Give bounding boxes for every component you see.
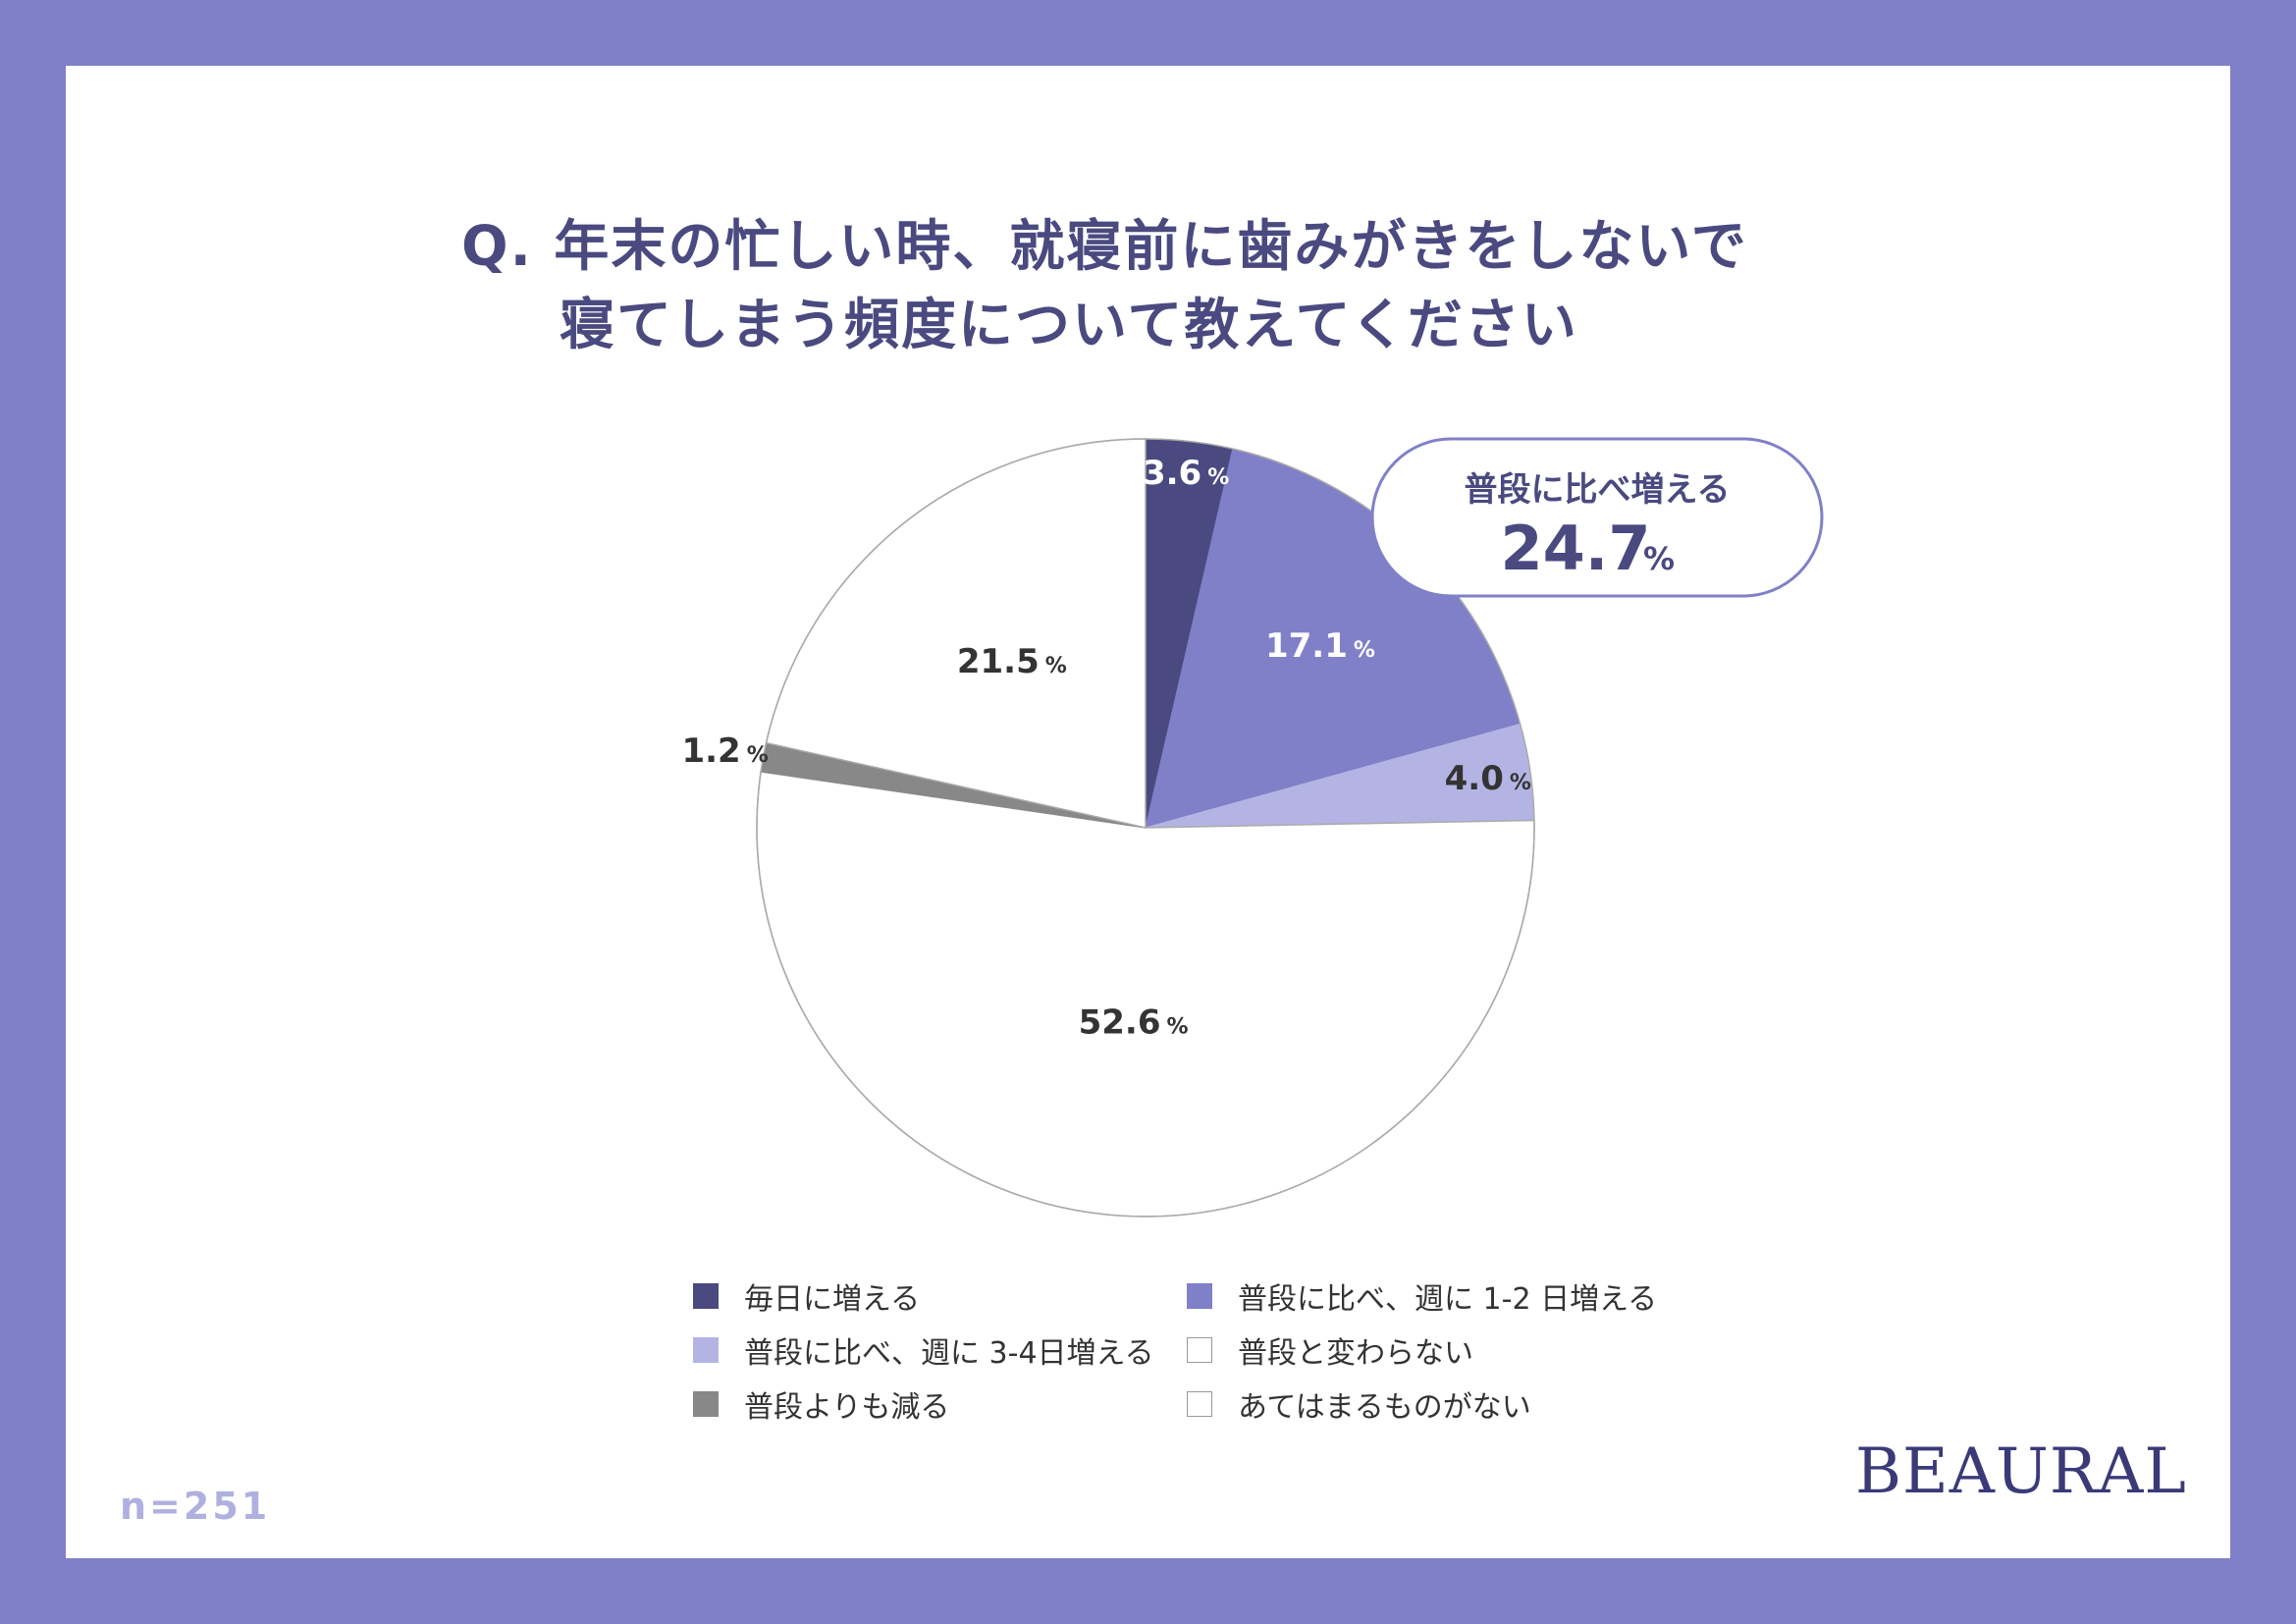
callout: 普段に比べ増える 24.7 % <box>1370 437 1824 598</box>
slice-label: 4.0% <box>1445 759 1531 798</box>
legend-swatch <box>1187 1336 1212 1363</box>
title-line-2: 寝てしまう頻度について教えてください <box>560 294 1578 357</box>
slice-label: 52.6% <box>1079 1003 1189 1043</box>
legend-item: 普段に比べ、週に 3-4日増える <box>693 1332 1187 1371</box>
chart-title: Q. 年末の忙しい時、就寝前に歯みがきをしないで 寝てしまう頻度について教えてく… <box>461 208 1934 365</box>
legend-swatch <box>693 1390 719 1417</box>
callout-bubble <box>1370 437 1824 598</box>
legend-label: 普段と変わらない <box>1238 1335 1473 1371</box>
legend-item: あてはまるものがない <box>1187 1386 1678 1425</box>
legend-label: 普段に比べ、週に 1-2 日増える <box>1238 1281 1658 1317</box>
brand-logo: BEAURAL <box>1855 1435 2187 1508</box>
pie-slice <box>756 771 1535 1218</box>
legend-label: あてはまるものがない <box>1238 1389 1531 1425</box>
legend-swatch <box>693 1282 719 1309</box>
callout-label: 普段に比べ増える <box>1465 470 1731 510</box>
legend-item: 毎日に増える <box>693 1278 1187 1317</box>
pie-outline <box>756 438 1535 1218</box>
legend-swatch <box>693 1336 719 1363</box>
sample-size: n=251 <box>120 1485 271 1528</box>
legend-item: 普段に比べ、週に 1-2 日増える <box>1187 1278 1678 1317</box>
slice-label: 1.2% <box>681 731 768 771</box>
slice-label: 3.6% <box>1143 454 1229 493</box>
legend-item: 普段よりも減る <box>693 1386 1187 1425</box>
legend-label: 普段よりも減る <box>744 1389 950 1425</box>
callout-unit: % <box>1643 540 1675 577</box>
legend-item: 普段と変わらない <box>1187 1332 1678 1371</box>
slice-label: 17.1% <box>1265 626 1375 666</box>
title-line-1: Q. 年末の忙しい時、就寝前に歯みがきをしないで <box>461 215 1748 279</box>
legend-swatch <box>1187 1390 1212 1417</box>
slice-label: 21.5% <box>957 642 1067 681</box>
legend-swatch <box>1187 1282 1212 1309</box>
legend-label: 普段に比べ、週に 3-4日増える <box>744 1335 1154 1371</box>
legend-label: 毎日に増える <box>744 1281 921 1317</box>
legend: 毎日に増える 普段に比べ、週に 1-2 日増える 普段に比べ、週に 3-4日増える普… <box>693 1278 1678 1425</box>
callout-value: 24.7 <box>1501 513 1651 584</box>
